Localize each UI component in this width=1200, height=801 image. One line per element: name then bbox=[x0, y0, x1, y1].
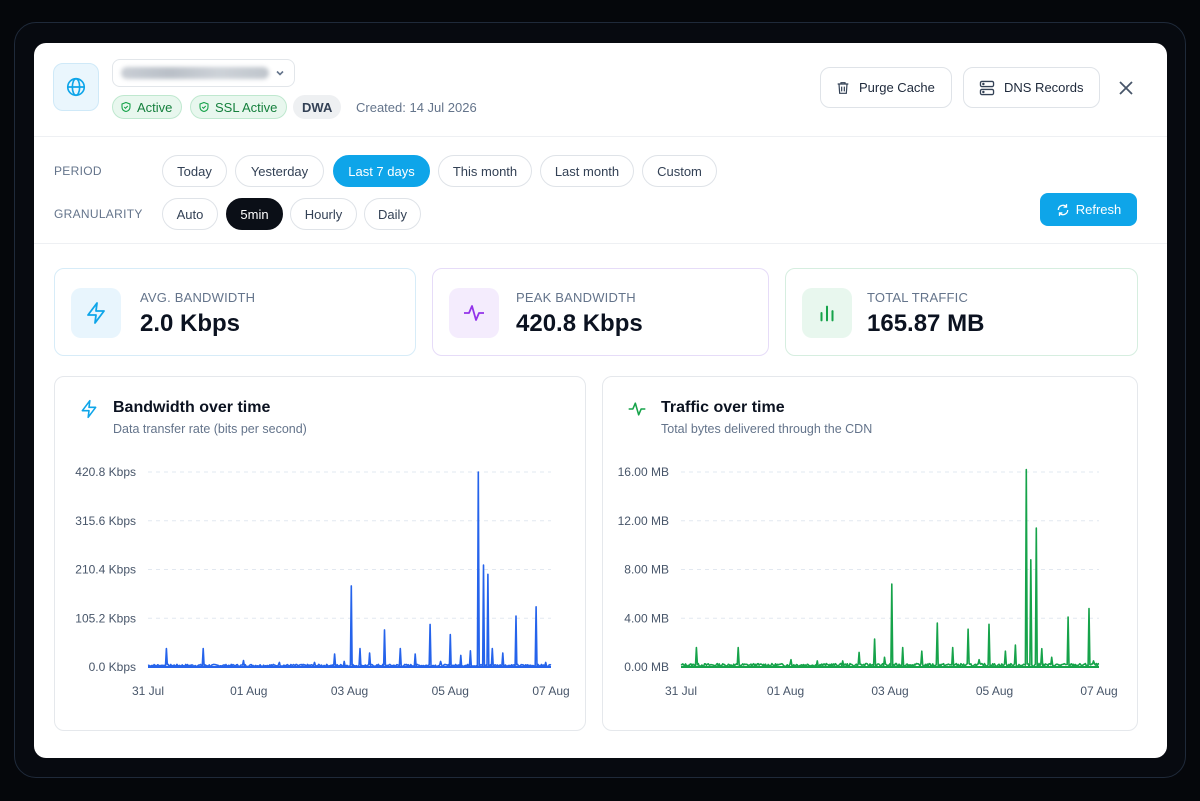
code-badge: DWA bbox=[293, 95, 342, 119]
y-tick-label: 315.6 Kbps bbox=[75, 514, 136, 528]
created-date: Created: 14 Jul 2026 bbox=[356, 100, 477, 115]
y-tick-label: 0.00 MB bbox=[624, 660, 669, 674]
x-tick-label: 01 Aug bbox=[767, 684, 804, 698]
y-tick-label: 12.00 MB bbox=[618, 514, 669, 528]
y-tick-label: 8.00 MB bbox=[624, 563, 669, 577]
y-tick-label: 0.0 Kbps bbox=[89, 660, 136, 674]
trash-icon bbox=[837, 81, 849, 94]
ssl-badge: SSL Active bbox=[190, 95, 288, 119]
x-tick-label: 07 Aug bbox=[532, 684, 569, 698]
y-tick-label: 210.4 Kbps bbox=[75, 563, 136, 577]
bolt-icon bbox=[71, 288, 121, 338]
chart-subtitle: Total bytes delivered through the CDN bbox=[661, 422, 873, 436]
refresh-button[interactable]: Refresh bbox=[1040, 193, 1137, 226]
y-tick-label: 16.00 MB bbox=[618, 465, 669, 479]
x-tick-label: 03 Aug bbox=[331, 684, 368, 698]
stat-value: 420.8 Kbps bbox=[516, 310, 643, 337]
analytics-modal: Active SSL Active DWA Created: 14 Jul 20… bbox=[34, 43, 1167, 758]
y-tick-label: 4.00 MB bbox=[624, 611, 669, 625]
x-tick-label: 05 Aug bbox=[432, 684, 469, 698]
stat-peak-bandwidth: PEAK BANDWIDTH 420.8 Kbps bbox=[432, 268, 769, 356]
stat-label: TOTAL TRAFFIC bbox=[867, 290, 969, 305]
bandwidth-chart: 0.0 Kbps 105.2 Kbps 210.4 Kbps 315.6 Kbps 42… bbox=[75, 465, 569, 698]
period-last-7-days[interactable]: Last 7 days bbox=[333, 155, 430, 187]
x-tick-label: 05 Aug bbox=[976, 684, 1013, 698]
granularity-5min[interactable]: 5min bbox=[226, 198, 283, 230]
domain-selector[interactable] bbox=[112, 59, 295, 87]
granularity-hourly[interactable]: Hourly bbox=[290, 198, 357, 230]
globe-icon bbox=[53, 63, 99, 111]
x-tick-label: 31 Jul bbox=[665, 684, 697, 698]
purge-cache-button[interactable]: Purge Cache bbox=[820, 67, 952, 108]
granularity-label: GRANULARITY bbox=[54, 207, 143, 221]
x-tick-label: 31 Jul bbox=[132, 684, 164, 698]
period-custom[interactable]: Custom bbox=[642, 155, 717, 187]
pulse-icon bbox=[449, 288, 499, 338]
traffic-chart: 0.00 MB 4.00 MB 8.00 MB 12.00 MB 16.00 MB 31 … bbox=[618, 465, 1118, 698]
x-tick-label: 07 Aug bbox=[1080, 684, 1117, 698]
y-tick-label: 105.2 Kbps bbox=[75, 611, 136, 625]
shield-check-icon bbox=[121, 101, 131, 113]
chart-subtitle: Data transfer rate (bits per second) bbox=[113, 422, 307, 436]
period-last-month[interactable]: Last month bbox=[540, 155, 634, 187]
period-yesterday[interactable]: Yesterday bbox=[235, 155, 324, 187]
server-icon bbox=[979, 80, 995, 95]
series-line bbox=[680, 468, 1100, 668]
modal-header: Active SSL Active DWA Created: 14 Jul 20… bbox=[34, 43, 1167, 137]
domain-name-redacted bbox=[121, 67, 269, 79]
x-tick-label: 03 Aug bbox=[871, 684, 908, 698]
period-today[interactable]: Today bbox=[162, 155, 227, 187]
refresh-icon bbox=[1057, 203, 1069, 216]
close-icon[interactable] bbox=[1116, 78, 1136, 98]
granularity-auto[interactable]: Auto bbox=[162, 198, 218, 230]
chart-title: Bandwidth over time bbox=[113, 399, 271, 416]
period-this-month[interactable]: This month bbox=[438, 155, 532, 187]
filter-bar: PERIOD Today Yesterday Last 7 days This … bbox=[34, 138, 1167, 244]
traffic-chart-card: Traffic over time Total bytes delivered … bbox=[602, 376, 1138, 731]
bar-chart-icon bbox=[802, 288, 852, 338]
stat-value: 2.0 Kbps bbox=[140, 310, 241, 337]
y-tick-label: 420.8 Kbps bbox=[75, 465, 136, 479]
x-tick-label: 01 Aug bbox=[230, 684, 267, 698]
stat-total-traffic: TOTAL TRAFFIC 165.87 MB bbox=[785, 268, 1138, 356]
dns-records-button[interactable]: DNS Records bbox=[963, 67, 1100, 108]
chart-title: Traffic over time bbox=[661, 399, 785, 416]
period-label: PERIOD bbox=[54, 164, 102, 178]
granularity-daily[interactable]: Daily bbox=[364, 198, 421, 230]
bandwidth-chart-card: Bandwidth over time Data transfer rate (… bbox=[54, 376, 586, 731]
chevron-down-icon bbox=[276, 70, 284, 76]
stat-label: PEAK BANDWIDTH bbox=[516, 290, 636, 305]
pulse-icon bbox=[628, 402, 646, 416]
bolt-icon bbox=[81, 399, 97, 419]
stat-avg-bandwidth: AVG. BANDWIDTH 2.0 Kbps bbox=[54, 268, 416, 356]
status-badge: Active bbox=[112, 95, 183, 119]
stat-value: 165.87 MB bbox=[867, 310, 985, 337]
stat-label: AVG. BANDWIDTH bbox=[140, 290, 256, 305]
shield-check-icon bbox=[199, 101, 209, 113]
